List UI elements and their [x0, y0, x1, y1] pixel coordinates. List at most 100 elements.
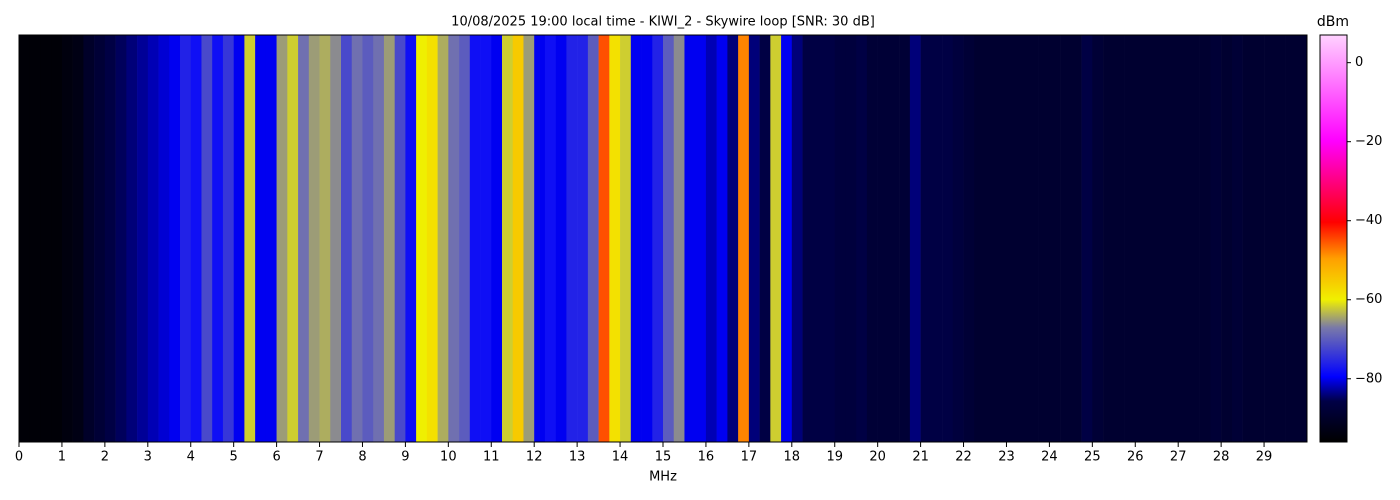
x-tick-label: 3 [144, 450, 152, 465]
spectrum-column [104, 35, 116, 442]
spectrum-column [147, 35, 159, 442]
x-tick-label: 23 [998, 450, 1015, 465]
spectrum-column [716, 35, 728, 442]
spectrum-column [727, 35, 739, 442]
spectrum-column [1038, 35, 1050, 442]
x-tick-label: 13 [569, 450, 586, 465]
spectrum-column [781, 35, 793, 442]
x-tick-label: 7 [315, 450, 323, 465]
x-tick-label: 28 [1213, 450, 1230, 465]
x-tick-label: 9 [401, 450, 409, 465]
spectrum-column [1027, 35, 1039, 442]
spectrum-column [770, 35, 782, 442]
spectrum-column [255, 35, 267, 442]
spectrum-column [824, 35, 836, 442]
spectrum-column [534, 35, 546, 442]
spectrum-column [963, 35, 975, 442]
spectrum-column [1060, 35, 1072, 442]
spectrum-column [341, 35, 353, 442]
spectrum-column [244, 35, 256, 442]
spectrum-column [298, 35, 310, 442]
spectrum-column [952, 35, 964, 442]
spectrum-column [1146, 35, 1158, 442]
spectrum-column [19, 35, 31, 442]
spectrum-column [544, 35, 556, 442]
spectrum-column [663, 35, 675, 442]
spectrum-column [61, 35, 73, 442]
spectrum-column [1264, 35, 1276, 442]
spectrum-column [920, 35, 932, 442]
spectrum-column [1081, 35, 1093, 442]
spectrum-column [555, 35, 567, 442]
spectrum-column [29, 35, 41, 442]
spectrum-column [1199, 35, 1211, 442]
spectrum-column [1006, 35, 1018, 442]
x-tick-label: 27 [1170, 450, 1187, 465]
spectrum-column [426, 35, 438, 442]
spectrum-column [1113, 35, 1125, 442]
spectrum-column [1253, 35, 1265, 442]
x-tick-label: 15 [655, 450, 672, 465]
spectrum-column [126, 35, 138, 442]
spectrum-column [190, 35, 202, 442]
spectrum-column [1017, 35, 1029, 442]
x-tick-label: 14 [612, 450, 629, 465]
spectrum-column [362, 35, 374, 442]
spectrum-column [1178, 35, 1190, 442]
x-tick-label: 16 [698, 450, 715, 465]
x-tick-label: 18 [784, 450, 801, 465]
x-tick-label: 11 [483, 450, 500, 465]
colorbar-tick-label: 0 [1355, 55, 1363, 70]
x-tick-label: 24 [1041, 450, 1058, 465]
spectrum-column [1274, 35, 1286, 442]
spectrum-column [641, 35, 653, 442]
colorbar-tick-label: −60 [1355, 292, 1382, 307]
spectrum-column [985, 35, 997, 442]
spectrum-column [83, 35, 95, 442]
spectrum-column [169, 35, 181, 442]
spectrum-column [1135, 35, 1147, 442]
spectrum-column [480, 35, 492, 442]
spectrum-column [845, 35, 857, 442]
spectrum-column [502, 35, 514, 442]
spectrum-column [180, 35, 192, 442]
spectrum-column [673, 35, 685, 442]
spectrum-column [598, 35, 610, 442]
spectrum-column [802, 35, 814, 442]
chart-title: 10/08/2025 19:00 local time - KIWI_2 - S… [451, 15, 875, 30]
spectrum-column [265, 35, 277, 442]
spectrum-column [652, 35, 664, 442]
spectrum-column [405, 35, 417, 442]
spectrum-column [748, 35, 760, 442]
spectrum-column [1070, 35, 1082, 442]
colorbar-label: dBm [1317, 14, 1349, 30]
colorbar [1319, 34, 1348, 443]
x-tick-label: 0 [15, 450, 23, 465]
spectrum-column [330, 35, 342, 442]
spectrum-column [791, 35, 803, 442]
spectrum-column [373, 35, 385, 442]
colorbar-tick-label: −80 [1355, 371, 1382, 386]
spectrum-column [491, 35, 503, 442]
spectrum-column [1156, 35, 1168, 442]
spectrum-column [512, 35, 524, 442]
spectrum-column [319, 35, 331, 442]
spectrum-column [394, 35, 406, 442]
spectrum-column [469, 35, 481, 442]
spectrum-column [1296, 35, 1308, 442]
spectrum-column [437, 35, 449, 442]
spectrum-column [738, 35, 750, 442]
spectrum-column [212, 35, 224, 442]
spectrum-column [1092, 35, 1104, 442]
spectrum-column [1210, 35, 1222, 442]
spectrum-column [974, 35, 986, 442]
colorbar-tick-label: −20 [1355, 134, 1382, 149]
x-tick-label: 2 [101, 450, 109, 465]
spectrum-column [1049, 35, 1061, 442]
x-tick-label: 22 [955, 450, 972, 465]
spectrum-column [759, 35, 771, 442]
spectrum-column [1231, 35, 1243, 442]
spectrum-column [158, 35, 170, 442]
x-tick-label: 29 [1256, 450, 1273, 465]
spectrum-column [1221, 35, 1233, 442]
